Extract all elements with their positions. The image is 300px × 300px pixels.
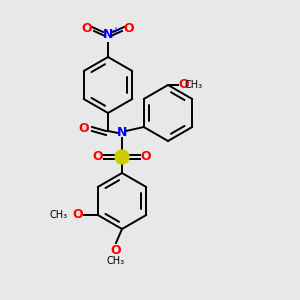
Text: +: + [111, 26, 119, 36]
Text: S: S [117, 150, 127, 164]
Text: O: O [93, 151, 103, 164]
Text: N: N [103, 28, 113, 41]
Text: O: O [179, 79, 189, 92]
Text: O: O [111, 244, 121, 257]
Text: O: O [124, 22, 134, 35]
Text: O: O [79, 122, 89, 136]
Text: O: O [141, 151, 151, 164]
Text: CH₃: CH₃ [185, 80, 203, 90]
Text: CH₃: CH₃ [50, 210, 68, 220]
Text: N: N [117, 127, 127, 140]
Text: O: O [82, 22, 92, 35]
Text: CH₃: CH₃ [107, 256, 125, 266]
Text: O: O [72, 208, 83, 221]
Circle shape [115, 150, 129, 164]
